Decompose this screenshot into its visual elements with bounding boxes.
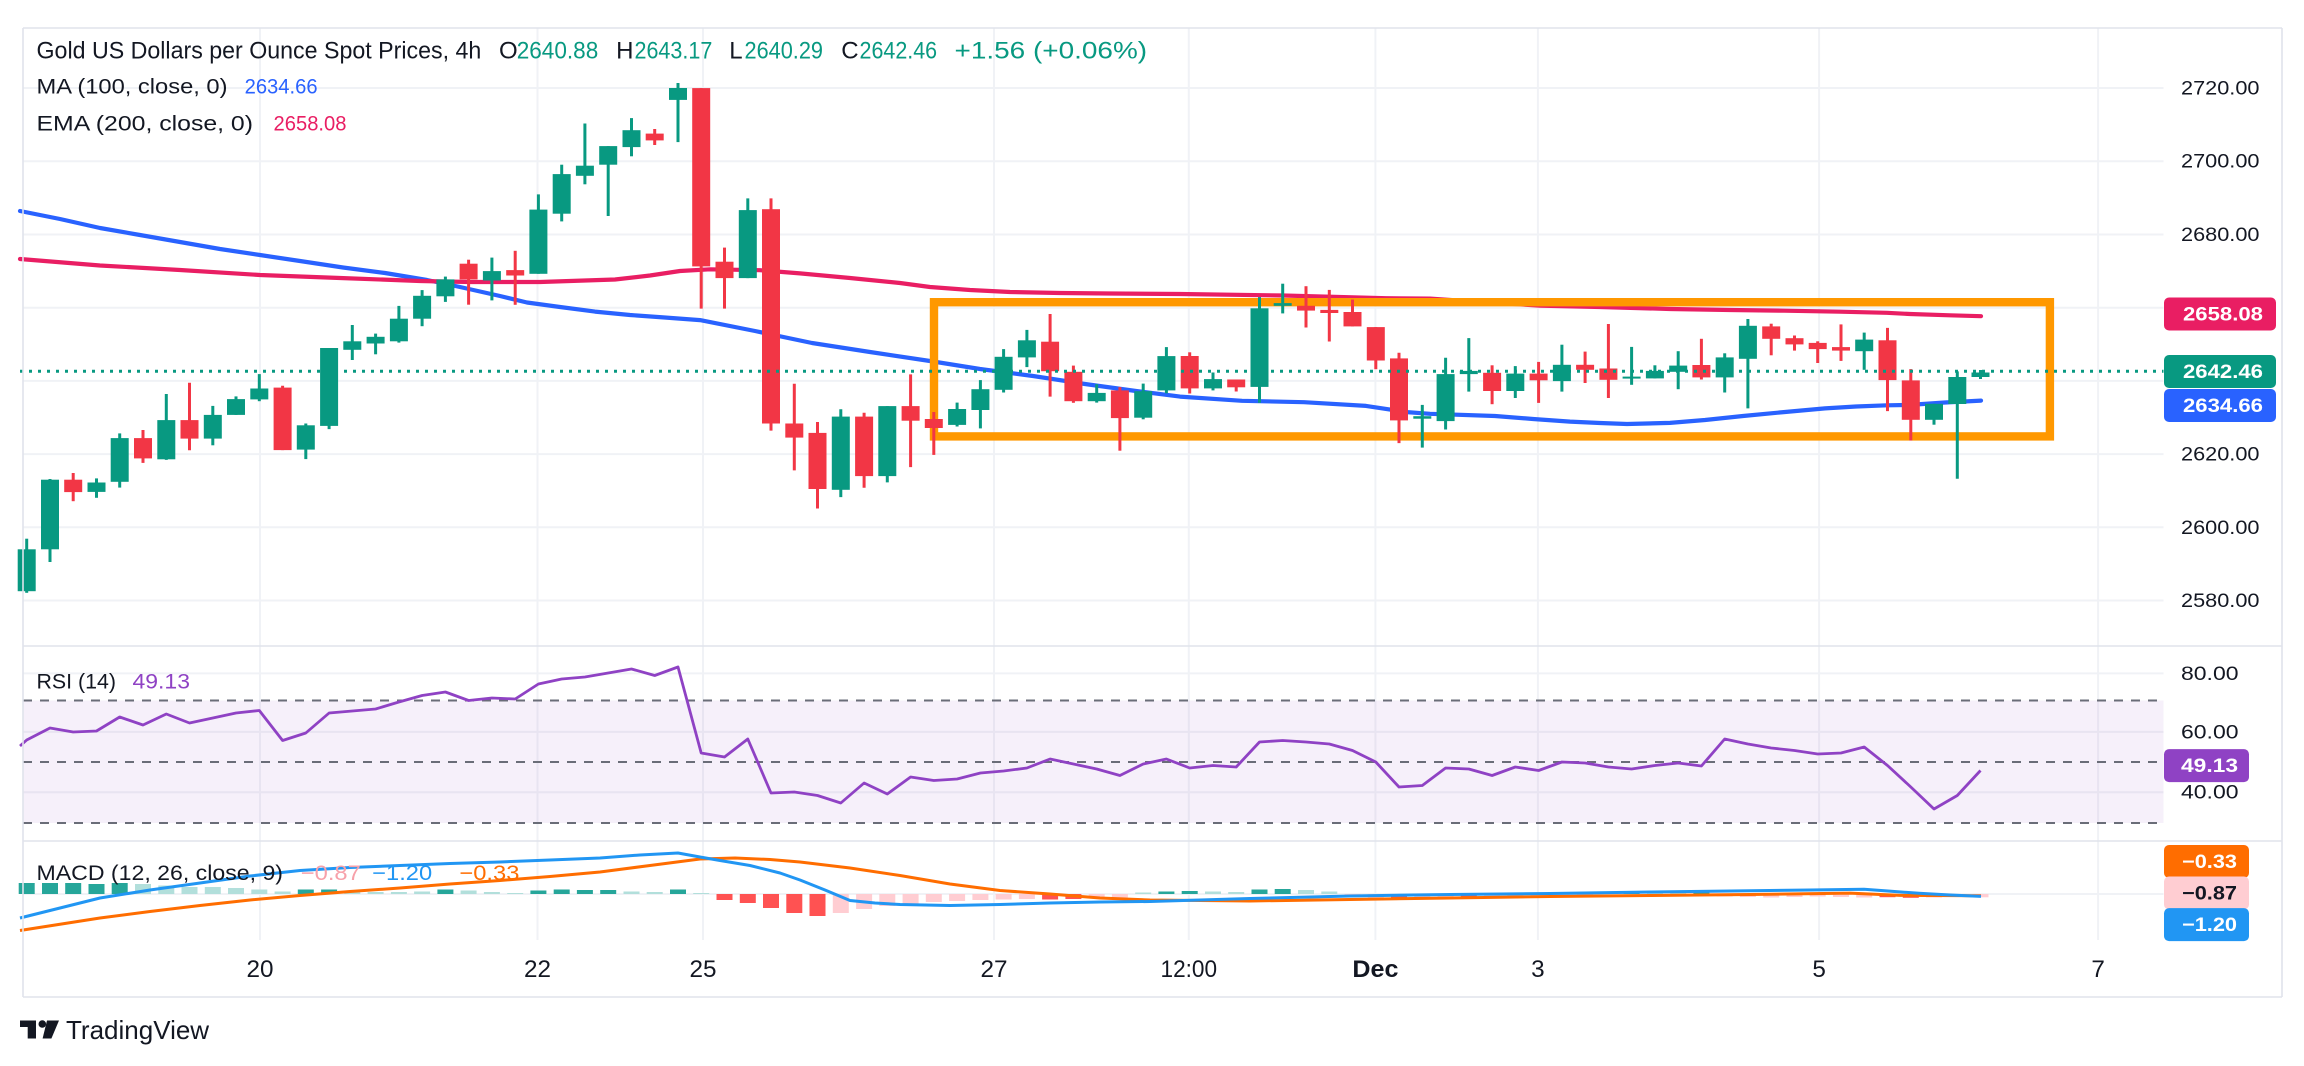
svg-text:60.00: 60.00 <box>2181 722 2239 743</box>
svg-text:2658.08: 2658.08 <box>274 113 347 136</box>
svg-text:2643.17: 2643.17 <box>635 38 713 65</box>
svg-text:−1.20: −1.20 <box>372 862 432 885</box>
svg-text:25: 25 <box>690 956 717 983</box>
svg-text:−0.87: −0.87 <box>2182 884 2237 905</box>
svg-text:2634.66: 2634.66 <box>2183 396 2263 417</box>
svg-text:12:00: 12:00 <box>1161 956 1218 983</box>
svg-text:2680.00: 2680.00 <box>2181 225 2260 246</box>
svg-text:MACD (12, 26, close, 9): MACD (12, 26, close, 9) <box>37 862 284 885</box>
svg-text:2720.00: 2720.00 <box>2181 79 2260 100</box>
svg-text:27: 27 <box>981 956 1008 983</box>
svg-text:Dec: Dec <box>1352 956 1398 983</box>
svg-text:2580.00: 2580.00 <box>2181 591 2260 612</box>
svg-text:80.00: 80.00 <box>2181 664 2239 685</box>
svg-text:−1.20: −1.20 <box>2182 915 2237 936</box>
svg-text:22: 22 <box>524 956 551 983</box>
svg-text:2700.00: 2700.00 <box>2181 152 2260 173</box>
svg-text:49.13: 49.13 <box>2181 756 2238 777</box>
svg-text:H: H <box>616 38 633 65</box>
svg-text:TradingView: TradingView <box>66 1015 209 1045</box>
svg-text:EMA (200, close, 0): EMA (200, close, 0) <box>37 113 254 136</box>
svg-text:−0.87: −0.87 <box>301 862 361 885</box>
svg-text:−0.33: −0.33 <box>2182 852 2237 873</box>
svg-text:2640.88: 2640.88 <box>517 38 599 65</box>
svg-text:+1.56 (+0.06%): +1.56 (+0.06%) <box>955 38 1148 65</box>
svg-text:20: 20 <box>247 956 274 983</box>
svg-text:Gold US Dollars per Ounce Spot: Gold US Dollars per Ounce Spot Prices, 4… <box>37 38 482 65</box>
svg-text:7: 7 <box>2091 956 2105 983</box>
svg-text:2600.00: 2600.00 <box>2181 518 2260 539</box>
svg-text:O: O <box>499 38 518 65</box>
svg-text:49.13: 49.13 <box>133 671 191 694</box>
svg-text:40.00: 40.00 <box>2181 783 2239 804</box>
svg-text:C: C <box>841 38 858 65</box>
svg-text:3: 3 <box>1531 956 1545 983</box>
svg-text:L: L <box>729 38 742 65</box>
svg-text:−0.33: −0.33 <box>459 862 519 885</box>
svg-text:2658.08: 2658.08 <box>2183 305 2263 326</box>
svg-text:5: 5 <box>1812 956 1826 983</box>
svg-text:MA (100, close, 0): MA (100, close, 0) <box>37 76 228 99</box>
svg-text:2642.46: 2642.46 <box>860 38 938 65</box>
svg-text:2640.29: 2640.29 <box>745 38 824 65</box>
svg-text:2634.66: 2634.66 <box>245 76 318 99</box>
svg-text:RSI (14): RSI (14) <box>37 671 117 694</box>
svg-text:2620.00: 2620.00 <box>2181 445 2260 466</box>
svg-text:2642.46: 2642.46 <box>2183 362 2263 383</box>
